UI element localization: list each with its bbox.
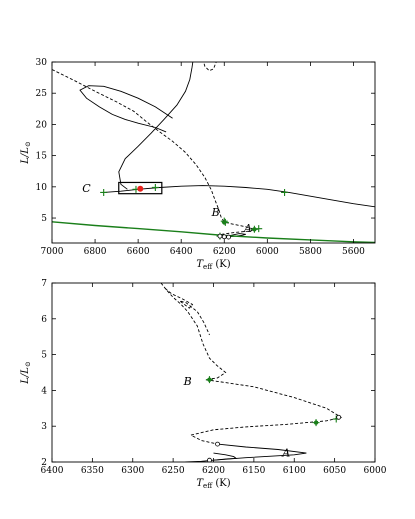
x-tick-label-5: 6000	[256, 247, 279, 257]
y-tick-label-3: 20	[36, 120, 48, 130]
x-tick-label-7: 6050	[323, 466, 346, 476]
green-dot-marker-1	[313, 420, 319, 425]
x-tick-label-2: 6300	[121, 466, 144, 476]
annotation-B: B	[211, 206, 220, 219]
x-tick-label-1: 6800	[84, 247, 107, 257]
y-tick-label-2: 4	[41, 386, 47, 396]
x-tick-label-4: 6200	[213, 247, 236, 257]
x-tick-label-3: 6250	[162, 466, 185, 476]
series-line-2	[185, 443, 307, 462]
plot-area	[160, 283, 343, 462]
series-line-1	[52, 69, 256, 237]
plus-marker-3	[281, 188, 289, 196]
series-line-3	[213, 452, 238, 461]
x-tick-label-4: 6200	[202, 466, 225, 476]
series-line-0	[79, 85, 173, 133]
x-axis-label: Teff (K)	[196, 478, 230, 490]
x-tick-label-2: 6600	[127, 247, 150, 257]
annotation-A: A	[243, 222, 252, 235]
x-tick-label-8: 6000	[364, 466, 387, 476]
y-axis-label: L/L⊙	[20, 141, 32, 165]
x-tick-label-0: 7000	[41, 247, 64, 257]
series-line-4	[203, 62, 217, 72]
annotation-A: A	[281, 447, 290, 460]
green-dot-marker-0	[207, 377, 212, 382]
y-tick-label-4: 6	[41, 315, 47, 325]
open-circle-marker-1	[336, 414, 342, 420]
x-tick-label-6: 5800	[299, 247, 322, 257]
plot-area	[52, 62, 375, 243]
zoom-box	[118, 181, 163, 195]
x-tick-label-5: 6150	[242, 466, 265, 476]
plus-marker-0	[100, 188, 108, 196]
annotation-B: B	[183, 375, 192, 388]
series-line-6	[52, 221, 375, 243]
series-line-5	[103, 185, 375, 208]
open-circle-marker-0	[217, 233, 223, 239]
y-tick-label-2: 15	[36, 152, 48, 162]
y-tick-label-1: 3	[41, 422, 47, 432]
y-tick-label-4: 25	[36, 89, 48, 99]
y-axis-label: L/L⊙	[20, 361, 32, 385]
red-dot-marker-0	[137, 185, 144, 192]
y-tick-label-0: 2	[41, 458, 47, 468]
green-dot-marker-1	[222, 220, 227, 225]
x-tick-label-0: 6400	[41, 466, 64, 476]
green-dot-marker-0	[252, 227, 257, 232]
series-line-0	[160, 283, 343, 445]
x-tick-label-7: 5600	[342, 247, 365, 257]
y-tick-label-5: 30	[36, 58, 48, 68]
x-tick-label-1: 6350	[81, 466, 104, 476]
x-tick-label-6: 6100	[283, 466, 306, 476]
y-tick-label-0: 5	[41, 214, 47, 224]
open-circle-marker-2	[207, 457, 212, 462]
open-circle-marker-0	[215, 441, 220, 447]
y-tick-label-3: 5	[41, 351, 47, 361]
y-tick-label-1: 10	[36, 183, 48, 193]
series-line-1	[164, 288, 210, 336]
axes-frame	[51, 282, 376, 463]
open-circle-marker-2	[226, 234, 231, 240]
plus-marker-2	[151, 183, 159, 191]
chart-panel-bottom: 6400 6350 6300 6250 6200 6150 6100 6050 6000 2 3 4 5…	[20, 279, 387, 490]
annotation-C: C	[82, 182, 91, 195]
x-tick-label-3: 6400	[170, 247, 193, 257]
open-circle-marker-1	[221, 234, 227, 240]
x-axis-label: Teff (K)	[196, 259, 230, 271]
y-tick-label-5: 7	[41, 279, 47, 289]
series-line-3	[118, 62, 194, 190]
chart-panel-top: 7000 6800 6600 6400 6200 6000 5800 5600 5 10 15 20 2…	[20, 58, 376, 271]
axes-frame	[51, 61, 376, 244]
